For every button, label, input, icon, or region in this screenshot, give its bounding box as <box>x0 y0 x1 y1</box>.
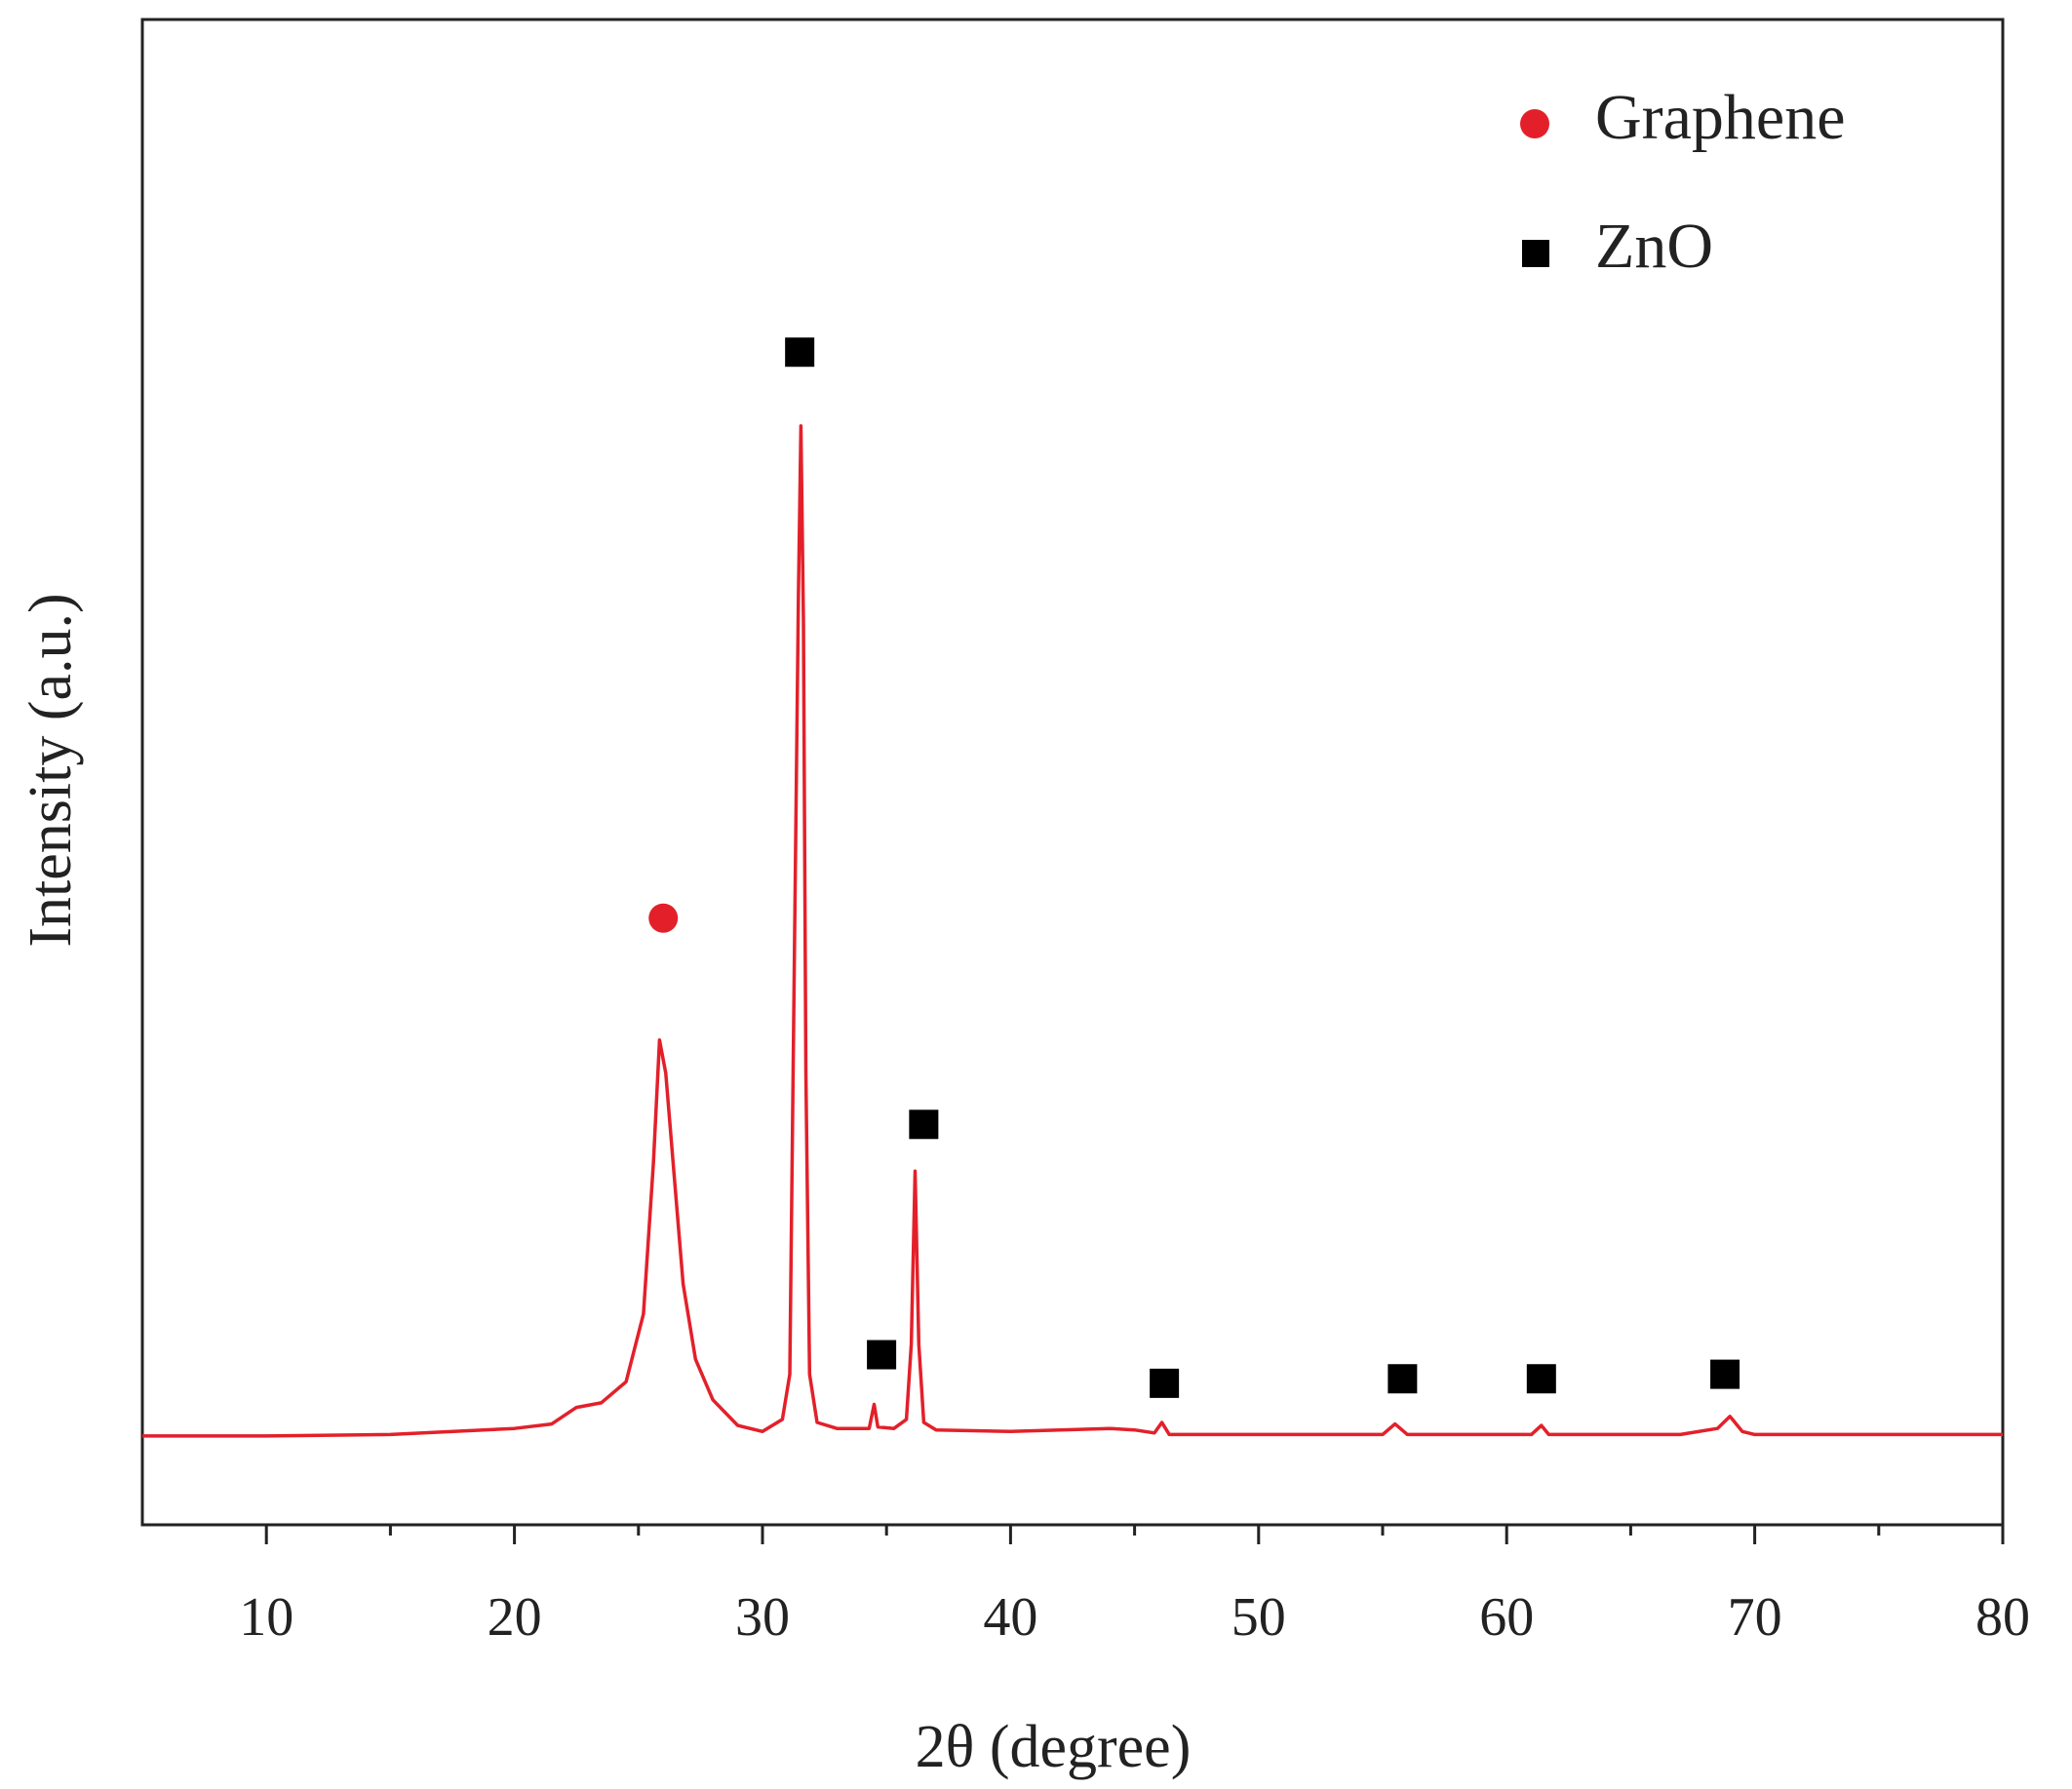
legend-label: ZnO <box>1595 211 1713 282</box>
x-axis-label: 2θ (degree) <box>916 1714 1192 1780</box>
x-tick-label: 30 <box>735 1587 790 1648</box>
x-tick-label: 10 <box>239 1587 293 1648</box>
marker <box>648 903 679 933</box>
plot-frame <box>140 18 2005 1527</box>
x-tick-label: 40 <box>983 1587 1037 1648</box>
data-line <box>142 424 2003 1438</box>
legend-marker <box>1520 109 1549 138</box>
x-tick-label: 20 <box>488 1587 542 1648</box>
marker <box>867 1340 897 1370</box>
marker <box>909 1109 939 1140</box>
x-tick-label: 60 <box>1479 1587 1534 1648</box>
marker <box>1526 1364 1556 1394</box>
x-tick-label: 70 <box>1728 1587 1782 1648</box>
marker <box>785 337 815 368</box>
legend-marker <box>1522 240 1549 267</box>
x-tick-label: 80 <box>1975 1587 2030 1648</box>
marker <box>1150 1368 1180 1398</box>
marker <box>1388 1364 1418 1394</box>
marker <box>1710 1359 1740 1389</box>
x-tick-label: 50 <box>1231 1587 1286 1648</box>
legend-label: Graphene <box>1595 82 1846 153</box>
y-axis-label: Intensity (a.u.) <box>18 593 84 947</box>
